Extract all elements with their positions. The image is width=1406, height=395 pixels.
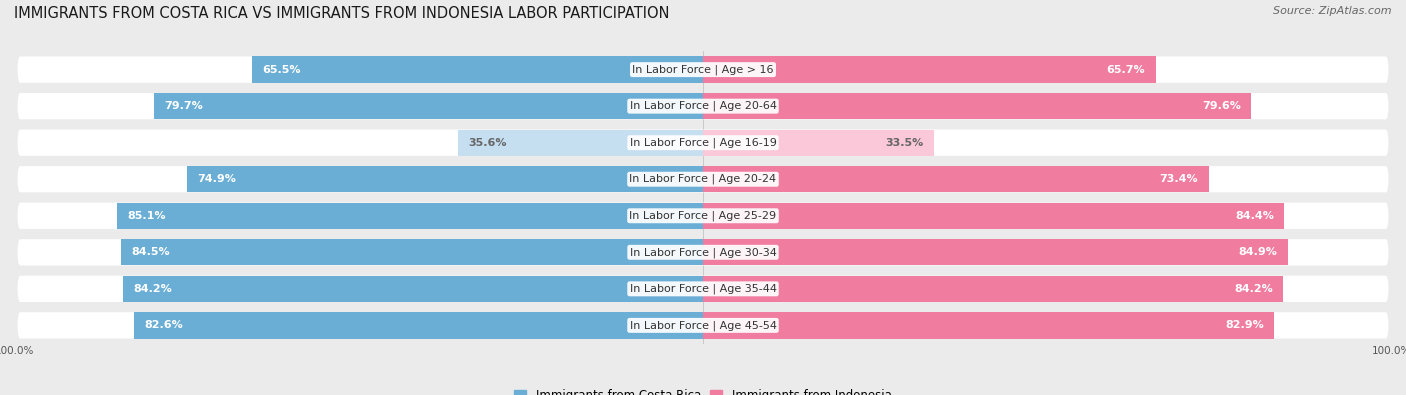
Text: In Labor Force | Age > 16: In Labor Force | Age > 16 xyxy=(633,64,773,75)
Bar xyxy=(703,239,1288,265)
Text: 82.9%: 82.9% xyxy=(1225,320,1264,330)
Text: 73.4%: 73.4% xyxy=(1160,174,1198,184)
Text: In Labor Force | Age 20-64: In Labor Force | Age 20-64 xyxy=(630,101,776,111)
Text: 85.1%: 85.1% xyxy=(127,211,166,221)
Text: 82.6%: 82.6% xyxy=(145,320,183,330)
Text: Source: ZipAtlas.com: Source: ZipAtlas.com xyxy=(1274,6,1392,16)
Bar xyxy=(703,166,1209,192)
FancyBboxPatch shape xyxy=(17,276,1389,302)
Text: 84.9%: 84.9% xyxy=(1239,247,1278,257)
Bar xyxy=(458,130,703,156)
Bar xyxy=(252,56,703,83)
Bar xyxy=(703,93,1251,119)
Text: 84.5%: 84.5% xyxy=(131,247,170,257)
Text: 84.2%: 84.2% xyxy=(134,284,172,294)
Bar xyxy=(703,203,1285,229)
Text: In Labor Force | Age 35-44: In Labor Force | Age 35-44 xyxy=(630,284,776,294)
FancyBboxPatch shape xyxy=(17,93,1389,119)
Bar xyxy=(153,93,703,119)
Bar xyxy=(703,312,1274,339)
Text: 33.5%: 33.5% xyxy=(886,138,924,148)
Bar xyxy=(134,312,703,339)
FancyBboxPatch shape xyxy=(17,130,1389,156)
Text: In Labor Force | Age 30-34: In Labor Force | Age 30-34 xyxy=(630,247,776,258)
FancyBboxPatch shape xyxy=(17,312,1389,339)
Bar xyxy=(187,166,703,192)
FancyBboxPatch shape xyxy=(17,56,1389,83)
Bar xyxy=(121,239,703,265)
Text: In Labor Force | Age 20-24: In Labor Force | Age 20-24 xyxy=(630,174,776,184)
Bar xyxy=(703,130,934,156)
Text: IMMIGRANTS FROM COSTA RICA VS IMMIGRANTS FROM INDONESIA LABOR PARTICIPATION: IMMIGRANTS FROM COSTA RICA VS IMMIGRANTS… xyxy=(14,6,669,21)
Text: In Labor Force | Age 45-54: In Labor Force | Age 45-54 xyxy=(630,320,776,331)
Text: In Labor Force | Age 25-29: In Labor Force | Age 25-29 xyxy=(630,211,776,221)
Bar xyxy=(122,276,703,302)
Legend: Immigrants from Costa Rica, Immigrants from Indonesia: Immigrants from Costa Rica, Immigrants f… xyxy=(515,389,891,395)
FancyBboxPatch shape xyxy=(17,203,1389,229)
Bar xyxy=(703,56,1156,83)
Bar xyxy=(703,276,1284,302)
Text: 79.7%: 79.7% xyxy=(165,101,202,111)
FancyBboxPatch shape xyxy=(17,239,1389,265)
Text: 65.7%: 65.7% xyxy=(1107,65,1146,75)
Text: 84.4%: 84.4% xyxy=(1236,211,1274,221)
Text: 84.2%: 84.2% xyxy=(1234,284,1272,294)
Text: In Labor Force | Age 16-19: In Labor Force | Age 16-19 xyxy=(630,137,776,148)
FancyBboxPatch shape xyxy=(17,166,1389,192)
Text: 35.6%: 35.6% xyxy=(468,138,506,148)
Text: 79.6%: 79.6% xyxy=(1202,101,1241,111)
Text: 65.5%: 65.5% xyxy=(262,65,301,75)
Bar xyxy=(117,203,703,229)
Text: 74.9%: 74.9% xyxy=(197,174,236,184)
